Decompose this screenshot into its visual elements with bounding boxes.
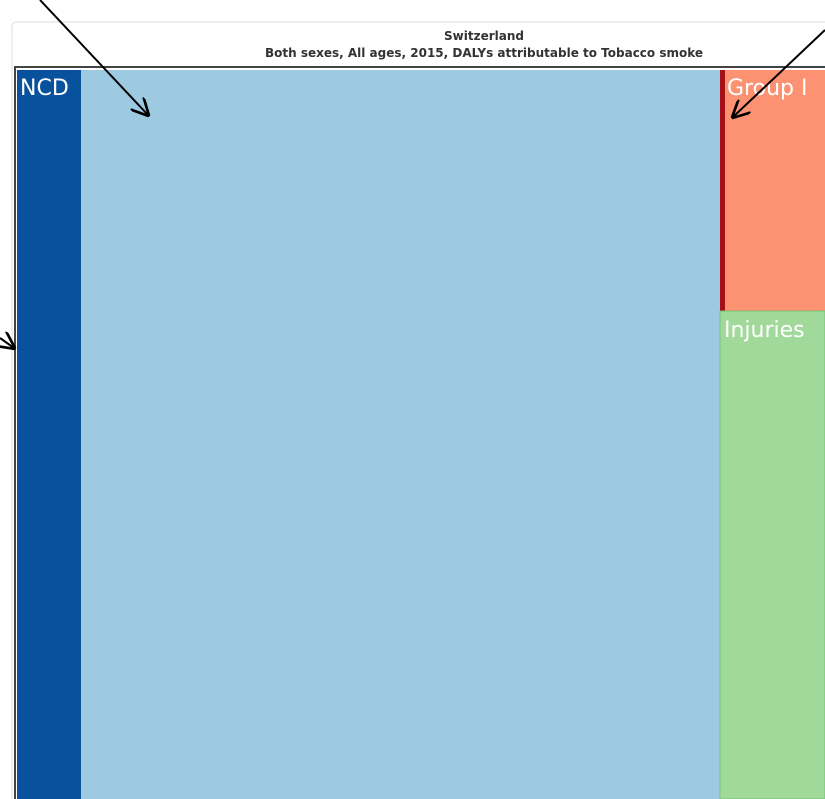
tile-group1-parent — [720, 70, 725, 311]
tile-label: NCD — [20, 76, 69, 101]
tile-label: Injuries — [724, 318, 805, 343]
chart-title: Switzerland — [444, 29, 524, 43]
chart-subtitle: Both sexes, All ages, 2015, DALYs attrib… — [265, 46, 703, 60]
tile-ncd-parent — [17, 70, 81, 799]
arrow — [0, 338, 14, 348]
arrow — [733, 29, 825, 117]
tile-ncd — [81, 70, 720, 799]
arrow — [39, 0, 148, 115]
tile-group1 — [725, 70, 825, 311]
tile-injuries — [719, 310, 825, 799]
tile-label: Group I — [727, 76, 807, 101]
